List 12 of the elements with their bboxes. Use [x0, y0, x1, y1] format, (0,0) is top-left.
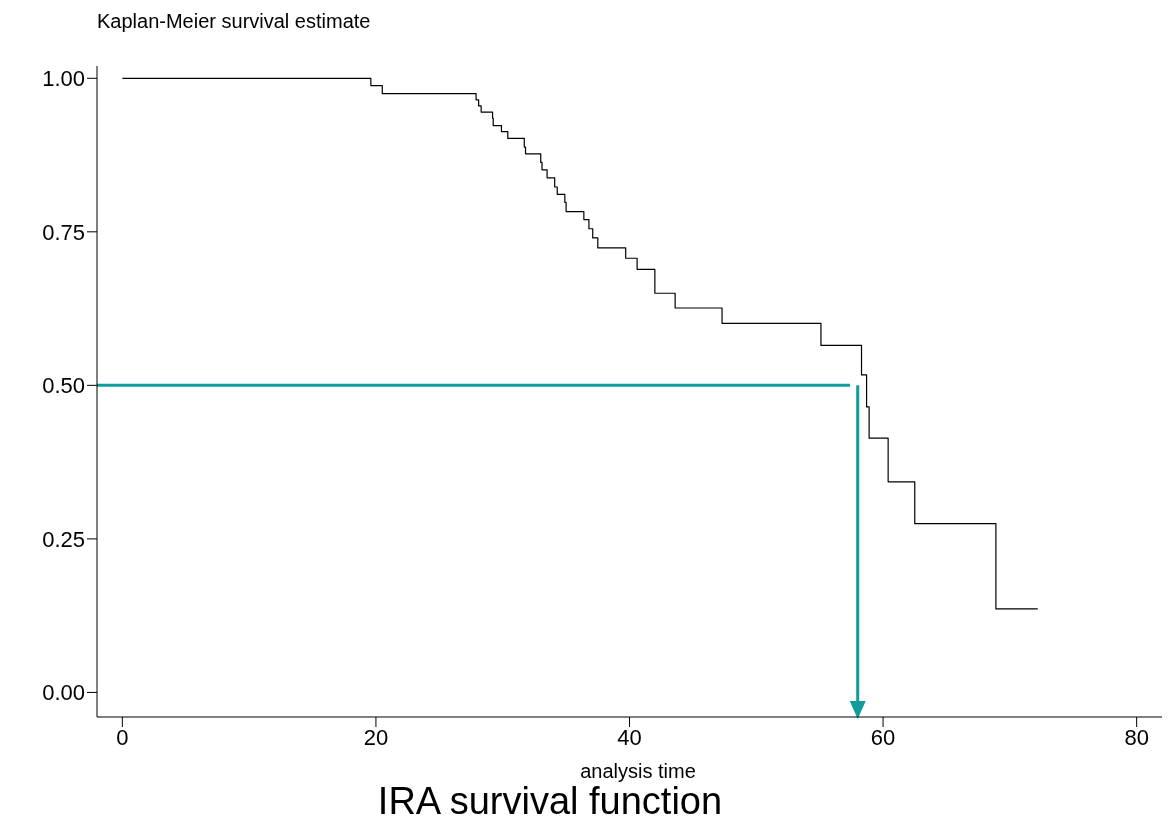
y-tick-label: 0.75: [42, 219, 85, 245]
x-tick-label: 60: [870, 724, 896, 750]
x-axis-title: analysis time: [579, 760, 697, 783]
x-tick-label: 80: [1124, 724, 1149, 750]
chart-title: Kaplan-Meier survival estimate: [97, 10, 371, 33]
y-tick-label: 1.00: [42, 66, 85, 92]
x-tick-label: 20: [363, 724, 389, 750]
y-tick-label: 0.25: [42, 526, 85, 552]
y-tick-label: 0.00: [42, 680, 85, 706]
x-tick-label: 0: [116, 724, 129, 750]
y-tick-label: 0.50: [42, 373, 85, 399]
x-tick-label: 40: [617, 724, 642, 750]
